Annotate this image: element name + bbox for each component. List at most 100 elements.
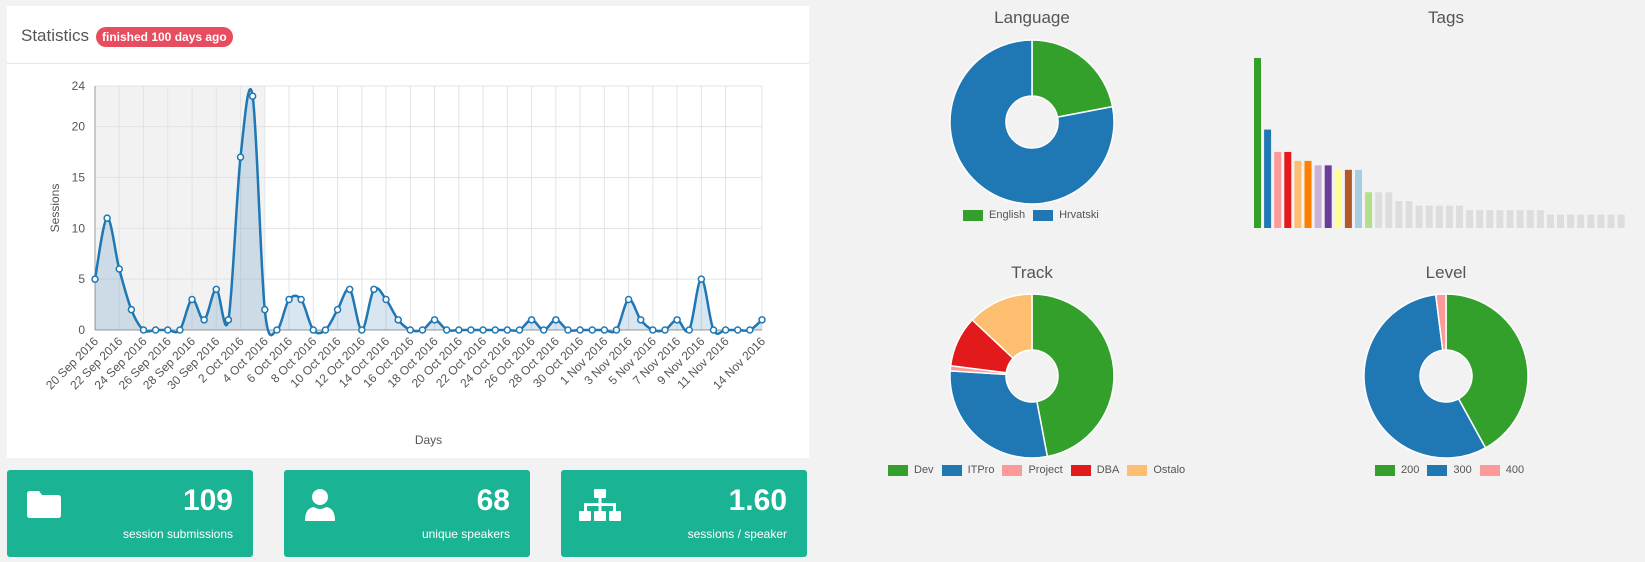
data-point — [479, 326, 487, 334]
tag-bar — [1284, 151, 1292, 228]
tag-bar — [1314, 165, 1322, 228]
data-point — [127, 305, 136, 314]
data-point — [649, 326, 657, 334]
status-badge: finished 100 days ago — [96, 27, 233, 47]
slice-english — [1031, 39, 1114, 119]
tag-bar — [1254, 58, 1261, 228]
data-point — [273, 326, 281, 334]
data-point — [733, 326, 742, 334]
data-point — [624, 295, 633, 304]
slice-hrvatski — [949, 39, 1115, 205]
tag-bar — [1405, 201, 1413, 228]
legend-label: 200 — [1401, 464, 1420, 476]
data-point — [503, 326, 512, 334]
legend-item: 400 — [1479, 464, 1524, 476]
tag-bar — [1496, 210, 1504, 228]
data-point — [600, 326, 609, 334]
legend-item: Ostalo — [1127, 464, 1185, 476]
legend-label: DBA — [1096, 464, 1120, 476]
tags-bar-chart — [1254, 58, 1625, 228]
data-point — [612, 326, 621, 334]
statistics-panel: Statistics finished 100 days ago 0 5 10 15 2… — [7, 6, 809, 458]
folder-icon — [27, 491, 61, 518]
legend-label: Ostalo — [1153, 464, 1186, 476]
data-point — [539, 326, 548, 334]
data-point — [370, 285, 378, 294]
legend-swatch — [1002, 464, 1023, 476]
data-point — [406, 326, 415, 334]
tag-bar — [1355, 169, 1362, 228]
data-point — [261, 305, 269, 314]
tag-bar — [1395, 201, 1403, 228]
data-point — [746, 326, 754, 334]
data-point — [333, 305, 342, 314]
data-point — [321, 326, 330, 334]
data-point — [297, 295, 305, 304]
legend-swatch — [888, 464, 908, 476]
tag-bar — [1597, 214, 1605, 228]
legend-swatch — [1127, 464, 1148, 476]
sitemap-icon — [579, 489, 621, 521]
tag-bar — [1274, 151, 1282, 228]
data-point — [115, 265, 124, 273]
tag-bar — [1294, 160, 1302, 228]
data-point — [418, 326, 427, 334]
slice-300 — [1363, 293, 1487, 459]
slice-ostalo — [971, 293, 1033, 360]
panel-title: Statistics — [21, 26, 90, 45]
tags-chart-title: Tags — [1428, 8, 1464, 27]
tag-bar — [1375, 192, 1383, 228]
data-point — [636, 316, 645, 324]
data-point — [382, 295, 390, 304]
tag-bar — [1536, 210, 1544, 228]
legend-label: Dev — [914, 464, 934, 476]
level-legend: 200 300 400 — [1375, 464, 1532, 476]
data-point — [661, 326, 669, 334]
data-point — [685, 326, 693, 334]
data-point — [345, 285, 354, 294]
language-donut-chart — [949, 39, 1115, 205]
stat-label: sessions / speaker — [687, 527, 787, 541]
data-point — [188, 295, 196, 304]
data-point — [515, 326, 524, 334]
legend-swatch — [1070, 464, 1091, 476]
level-chart-title: Level — [1425, 263, 1467, 282]
data-point — [139, 326, 148, 334]
y-tick-label: 20 — [72, 120, 86, 134]
legend-item: Project — [1002, 464, 1063, 476]
data-point — [309, 326, 318, 334]
data-point — [164, 326, 172, 334]
tag-bar — [1264, 129, 1272, 228]
data-point — [151, 326, 160, 334]
tag-bar — [1617, 214, 1625, 228]
stat-value: 1.60 — [728, 484, 787, 517]
data-point — [552, 316, 560, 324]
data-point — [394, 316, 402, 324]
tag-bar — [1435, 205, 1443, 228]
track-donut-chart — [949, 293, 1115, 459]
data-point — [709, 326, 718, 334]
data-point — [467, 326, 475, 334]
tag-bar — [1526, 210, 1534, 228]
tag-bar — [1324, 165, 1332, 228]
y-tick-label: 10 — [72, 221, 86, 235]
track-legend: Dev ITPro Project DBA Ostalo — [888, 464, 1193, 476]
data-point — [576, 326, 584, 334]
legend-item: 200 — [1375, 464, 1419, 476]
legend-item: ITPro — [941, 464, 994, 476]
x-axis-label: Days — [415, 433, 442, 447]
sessions-line — [93, 87, 763, 337]
language-chart-title: Language — [994, 8, 1070, 27]
statistics-panel-header: Statistics finished 100 days ago — [7, 6, 809, 64]
tag-bar — [1516, 210, 1524, 228]
legend-label: Hrvatski — [1059, 209, 1099, 221]
tag-bar — [1385, 192, 1393, 228]
language-legend: English Hrvatski — [963, 209, 1107, 221]
data-point — [588, 326, 596, 334]
legend-swatch — [1033, 209, 1054, 221]
tag-bar — [1557, 214, 1564, 228]
legend-label: English — [989, 209, 1026, 221]
data-point — [248, 92, 257, 100]
data-point — [358, 326, 366, 334]
